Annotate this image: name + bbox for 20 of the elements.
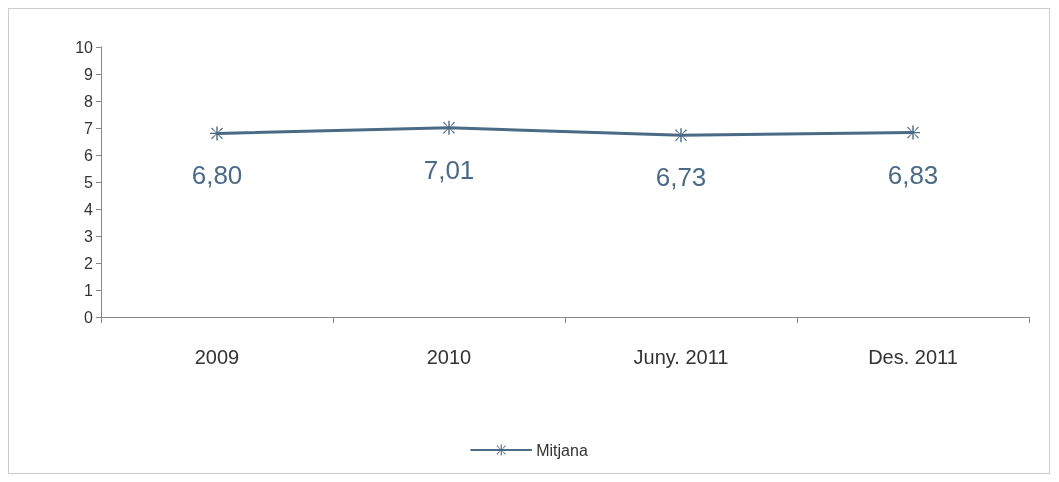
x-tick-label: 2010 (426, 346, 472, 368)
x-tick-label: 2009 (194, 346, 240, 368)
data-label: 6,73 (655, 162, 707, 193)
y-tick-label: 0 (84, 308, 94, 326)
y-tick-label: 5 (84, 173, 94, 191)
y-tick-label: 9 (84, 65, 94, 83)
legend-label: Mitjana (536, 441, 588, 459)
y-tick-label: 8 (84, 92, 94, 110)
data-label: 6,80 (191, 160, 243, 191)
y-tick-label: 4 (84, 200, 94, 218)
x-tick-label: Juny. 2011 (633, 346, 729, 368)
data-label: 6,83 (887, 159, 939, 190)
y-tick-label: 1 (84, 281, 94, 299)
y-tick-label: 2 (84, 254, 94, 272)
y-tick-label: 3 (84, 227, 94, 245)
y-tick-label: 10 (75, 38, 94, 56)
x-tick-label: Des. 2011 (868, 346, 958, 368)
data-label: 7,01 (423, 154, 475, 185)
y-tick-label: 7 (84, 119, 94, 137)
y-tick-label: 6 (84, 146, 94, 164)
